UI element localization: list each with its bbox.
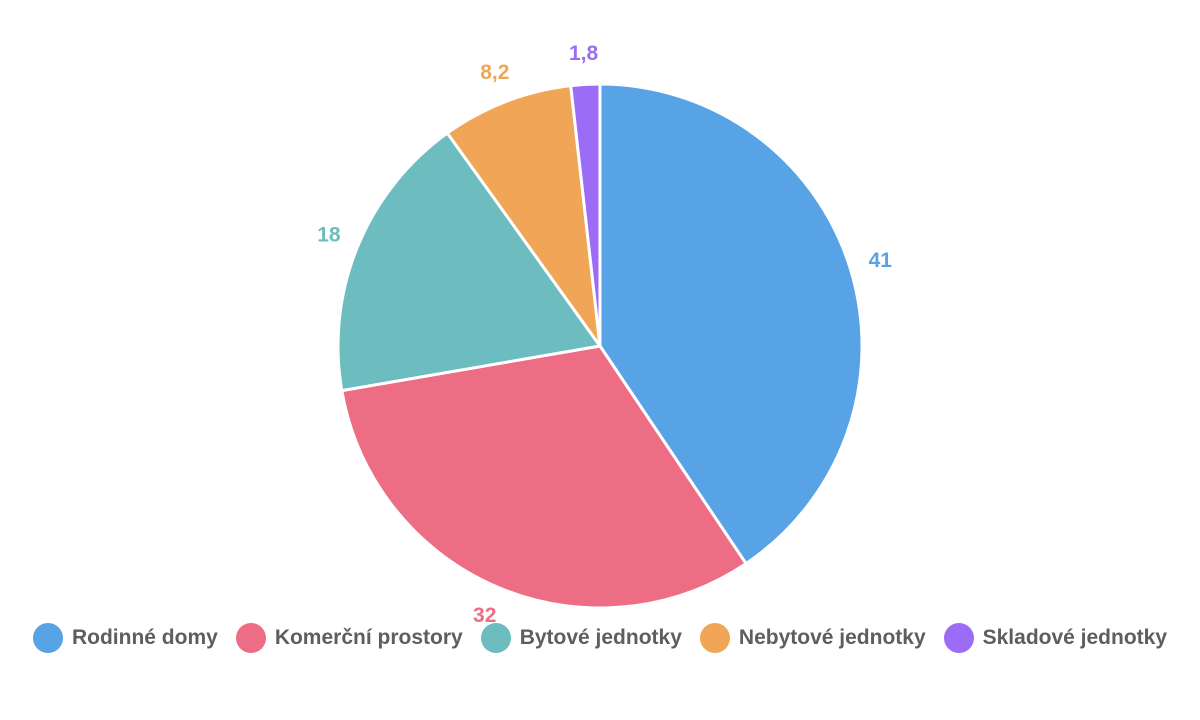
pie-slices xyxy=(336,82,864,610)
data-label-nebytove-jednotky: 8,2 xyxy=(480,61,509,84)
data-label-skladove-jednotky: 1,8 xyxy=(569,42,599,65)
legend-label: Nebytové jednotky xyxy=(738,626,926,649)
legend-swatch-icon xyxy=(32,623,63,653)
legend-item-rodinne-domy[interactable]: Rodinné domy xyxy=(32,622,218,654)
chart-legend: Rodinné domy Komerční prostory Bytové jedn… xyxy=(0,622,1200,654)
legend-label: Rodinné domy xyxy=(71,626,218,649)
legend-label: Bytové jednotky xyxy=(519,626,682,649)
legend-item-bytove-jednotky[interactable]: Bytové jednotky xyxy=(480,622,682,654)
legend-label: Komerční prostory xyxy=(274,626,463,649)
pie-slice-nebytove-jednotky[interactable] xyxy=(445,84,602,348)
legend-swatch-icon xyxy=(943,623,974,653)
legend-swatch-icon xyxy=(480,623,511,653)
pie-slice-rodinne-domy[interactable] xyxy=(598,82,864,566)
pie-data-labels: 41 32 18 8,2 1,8 xyxy=(317,42,892,627)
legend-item-skladove-jednotky[interactable]: Skladové jednotky xyxy=(943,622,1168,654)
data-label-rodinne-domy: 41 xyxy=(869,249,893,272)
data-label-komercni-prostory: 32 xyxy=(473,604,496,627)
data-label-bytove-jednotky: 18 xyxy=(317,223,341,246)
legend-swatch-icon xyxy=(699,623,730,653)
pie-slice-bytove-jednotky[interactable] xyxy=(336,131,602,393)
legend-item-komercni-prostory[interactable]: Komerční prostory xyxy=(235,622,463,654)
pie-slice-skladove-jednotky[interactable] xyxy=(569,82,602,348)
legend-label: Skladové jednotky xyxy=(982,626,1168,649)
legend-swatch-icon xyxy=(235,623,266,653)
pie-slice-komercni-prostory[interactable] xyxy=(340,344,748,610)
legend-item-nebytove-jednotky[interactable]: Nebytové jednotky xyxy=(699,622,926,654)
